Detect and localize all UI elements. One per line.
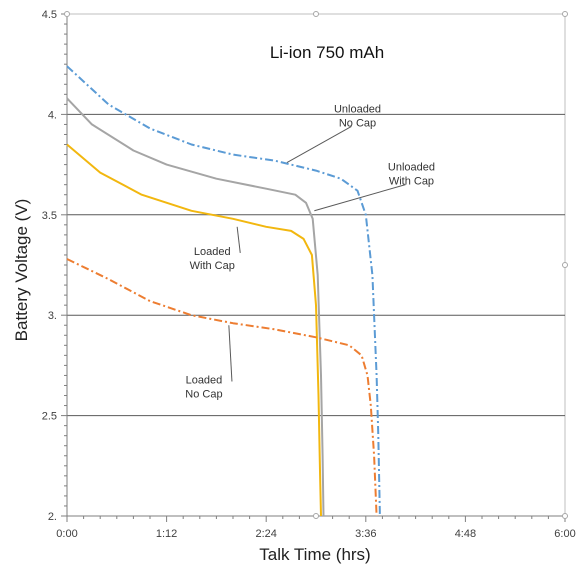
- annotation-leader: [228, 325, 233, 382]
- series-line-unloaded-with-cap: [66, 97, 325, 517]
- y-axis-title: Battery Voltage (V): [12, 199, 31, 342]
- annotation-label: Loaded With Cap: [190, 246, 235, 272]
- x-tick-label: 0:00: [56, 528, 77, 540]
- series-line-loaded-no-cap: [66, 258, 378, 517]
- annotation-leader: [314, 184, 406, 212]
- frame-handle: [64, 11, 70, 17]
- frame-handle: [562, 11, 568, 17]
- annotation-leader: [286, 125, 352, 164]
- series-line-unloaded-no-cap: [66, 65, 381, 517]
- x-tick-label: 3:36: [355, 528, 376, 540]
- frame-handle: [562, 513, 568, 519]
- y-tick-label: 2.5: [42, 411, 57, 423]
- y-tick-label: 4.: [48, 109, 57, 121]
- annotation-leader: [236, 226, 241, 254]
- y-tick-label: 3.: [48, 310, 57, 322]
- annotation-label: Loaded No Cap: [185, 374, 222, 400]
- y-tick-label: 2.: [48, 511, 57, 523]
- frame-handle: [313, 11, 319, 17]
- frame-handle: [562, 262, 568, 268]
- frame-handle: [313, 513, 319, 519]
- series-lines: [66, 65, 381, 517]
- series-line-loaded-with-cap: [66, 143, 322, 517]
- chart-title: Li-ion 750 mAh: [270, 43, 384, 62]
- y-tick-label: 3.5: [42, 210, 57, 222]
- y-tick-label: 4.5: [42, 9, 57, 21]
- x-tick-label: 1:12: [156, 528, 177, 540]
- x-tick-label: 4:48: [455, 528, 476, 540]
- x-tick-label: 2:24: [255, 528, 276, 540]
- annotation-label: Unloaded No Cap: [334, 103, 381, 129]
- annotations: Unloaded No Cap Unloaded With Cap Loaded With…: [64, 11, 568, 519]
- x-tick-label: 6:00: [554, 528, 575, 540]
- x-axis-title: Talk Time (hrs): [259, 545, 370, 564]
- annotation-label: Unloaded With Cap: [388, 162, 435, 188]
